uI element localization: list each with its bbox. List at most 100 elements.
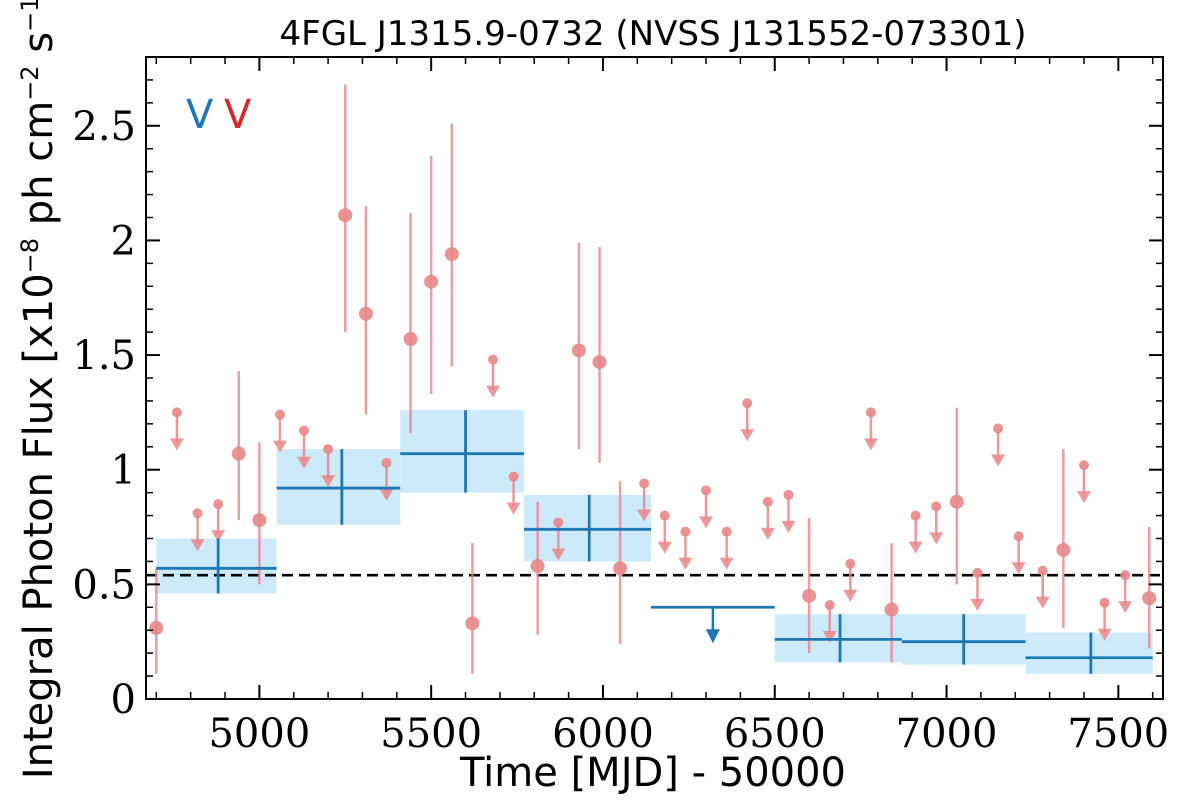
y-tick-label: 2 bbox=[111, 218, 136, 264]
fine-upper-limit-marker bbox=[1120, 570, 1131, 581]
fine-upper-limit-arrow bbox=[822, 630, 837, 643]
fine-upper-limit-arrow bbox=[169, 438, 184, 451]
fine-data-point bbox=[884, 602, 899, 617]
x-tick-label: 6000 bbox=[552, 711, 654, 757]
fine-data-point bbox=[530, 559, 545, 574]
x-tick-label: 6500 bbox=[724, 711, 826, 757]
y-tick-label: 0 bbox=[111, 677, 136, 723]
legend-label-red: V bbox=[224, 92, 252, 138]
coarse-bins-layer bbox=[156, 410, 1153, 674]
legend-label-blue: V bbox=[186, 92, 214, 138]
fine-upper-limit-arrow bbox=[863, 438, 878, 451]
fine-upper-limit-arrow bbox=[1076, 491, 1091, 504]
fine-upper-limit-marker bbox=[931, 501, 942, 512]
fine-upper-limit-arrow bbox=[272, 440, 287, 453]
fine-upper-limit-marker bbox=[845, 558, 856, 569]
x-tick-label: 7500 bbox=[1067, 711, 1169, 757]
fine-upper-limit-marker bbox=[910, 510, 921, 521]
fine-upper-limit-marker bbox=[659, 510, 670, 521]
fine-upper-limit-arrow bbox=[1097, 628, 1112, 641]
y-tick-label: 1 bbox=[111, 448, 136, 494]
fine-data-point bbox=[613, 561, 628, 576]
fine-upper-limit-marker bbox=[1037, 565, 1048, 576]
fine-upper-limit-marker bbox=[639, 478, 650, 489]
fine-upper-limit-arrow bbox=[551, 548, 566, 561]
x-tick-label: 7000 bbox=[896, 711, 998, 757]
fine-upper-limit-arrow bbox=[843, 589, 858, 602]
x-tick-label: 5000 bbox=[208, 711, 310, 757]
fine-data-point bbox=[424, 274, 439, 289]
fine-data-point bbox=[338, 208, 353, 223]
fine-upper-limit-marker bbox=[171, 407, 182, 418]
fine-upper-limit-marker bbox=[680, 526, 691, 537]
fine-upper-limit-marker bbox=[783, 489, 794, 500]
x-tick-labels: 5000 5500 6000 6500 7000 7500 bbox=[208, 711, 1169, 757]
fine-upper-limit-arrow bbox=[657, 541, 672, 554]
fine-upper-limit-arrow bbox=[1118, 601, 1133, 614]
fine-upper-limit-marker bbox=[1078, 460, 1089, 471]
coarse-upper-limit-arrow bbox=[705, 629, 720, 644]
fine-upper-limit-arrow bbox=[678, 557, 693, 570]
fine-data-point bbox=[1056, 542, 1071, 557]
axis-ticks bbox=[146, 57, 1163, 700]
fine-upper-limit-arrow bbox=[506, 502, 521, 515]
fine-data-point bbox=[231, 446, 246, 461]
fine-upper-limit-marker bbox=[553, 517, 564, 528]
fine-upper-limit-arrow bbox=[190, 539, 205, 552]
fine-upper-limit-marker bbox=[972, 567, 983, 578]
fine-upper-limit-marker bbox=[701, 485, 712, 496]
fine-data-point bbox=[592, 354, 607, 369]
fine-data-point bbox=[149, 620, 164, 635]
fine-upper-limit-arrow bbox=[637, 509, 652, 522]
fine-upper-limit-marker bbox=[1013, 531, 1024, 542]
fine-upper-limit-marker bbox=[488, 354, 499, 365]
fine-upper-limit-arrow bbox=[211, 530, 226, 543]
chart-title: 4FGL J1315.9-0732 (NVSS J131552-073301) bbox=[280, 14, 1027, 54]
fine-data-point bbox=[802, 588, 817, 603]
legend: V V bbox=[186, 92, 252, 138]
fine-data-point bbox=[1142, 591, 1157, 606]
fine-upper-limit-marker bbox=[274, 409, 285, 420]
fine-upper-limit-arrow bbox=[719, 557, 734, 570]
coarse-bin-bands bbox=[156, 410, 1153, 674]
fine-upper-limit-marker bbox=[323, 444, 334, 455]
fine-upper-limit-marker bbox=[213, 499, 224, 510]
fine-upper-limit-marker bbox=[381, 457, 392, 468]
fine-points-layer bbox=[149, 84, 1157, 674]
plot-frame bbox=[145, 56, 1164, 700]
fine-upper-limit-marker bbox=[1099, 597, 1110, 608]
fine-upper-limit-arrow bbox=[781, 520, 796, 533]
y-axis-label: Integral Photon Flux [x10−8 ph cm−2 s−1] bbox=[16, 0, 62, 779]
fine-upper-limit-arrow bbox=[760, 527, 775, 540]
fine-upper-limit-marker bbox=[721, 526, 732, 537]
fine-upper-limit-arrow bbox=[1035, 596, 1050, 609]
fine-upper-limit-arrow bbox=[379, 488, 394, 501]
fine-upper-limit-arrow bbox=[908, 541, 923, 554]
fine-upper-limit-marker bbox=[299, 425, 310, 436]
y-tick-label: 1.5 bbox=[72, 333, 136, 379]
x-tick-label: 5500 bbox=[380, 711, 482, 757]
fine-upper-limit-arrow bbox=[321, 475, 336, 488]
fine-upper-limit-marker bbox=[742, 398, 753, 409]
x-axis-label: Time [MJD] - 50000 bbox=[459, 750, 846, 796]
coarse-bin-band bbox=[156, 538, 277, 594]
fine-upper-limit-marker bbox=[762, 496, 773, 507]
fine-upper-limit-marker bbox=[865, 407, 876, 418]
y-tick-labels: 0 0.5 1 1.5 2 2.5 bbox=[72, 104, 136, 723]
fine-upper-limit-arrow bbox=[486, 385, 501, 398]
fine-upper-limit-arrow bbox=[699, 516, 714, 529]
fine-data-point bbox=[465, 616, 480, 631]
fine-data-point bbox=[403, 332, 418, 347]
fine-upper-limit-marker bbox=[993, 423, 1004, 434]
fine-upper-limit-marker bbox=[824, 599, 835, 610]
fine-data-point bbox=[358, 306, 373, 321]
fine-data-point bbox=[444, 247, 459, 262]
coarse-bin-band bbox=[1025, 632, 1153, 674]
fine-upper-limit-arrow bbox=[297, 456, 312, 469]
fine-data-point bbox=[949, 494, 964, 509]
coarse-bin-band bbox=[400, 410, 524, 493]
fine-upper-limit-marker bbox=[192, 508, 203, 519]
y-tick-label: 0.5 bbox=[72, 562, 136, 608]
fine-upper-limit-arrow bbox=[1011, 562, 1026, 575]
fine-upper-limit-arrow bbox=[740, 429, 755, 442]
